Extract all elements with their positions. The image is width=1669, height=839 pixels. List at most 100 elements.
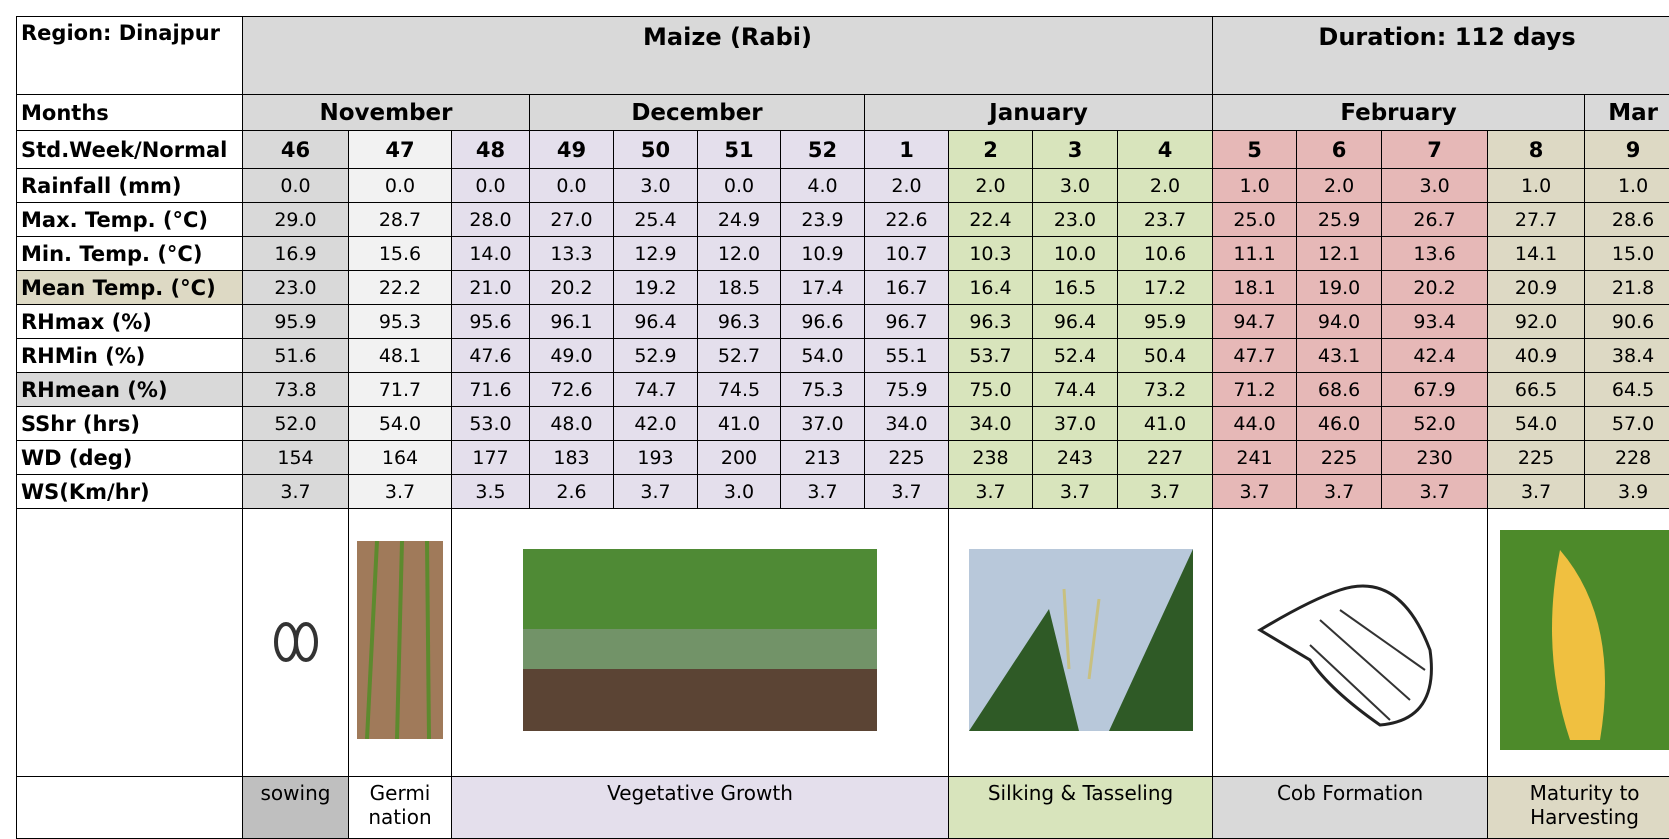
week-header: 46 [243, 131, 349, 169]
data-cell: 29.0 [243, 203, 349, 237]
data-cell: 14.1 [1488, 237, 1585, 271]
data-cell: 16.5 [1033, 271, 1118, 305]
week-header: 3 [1033, 131, 1118, 169]
data-cell: 11.1 [1213, 237, 1297, 271]
data-cell: 64.5 [1585, 373, 1669, 407]
data-cell: 20.9 [1488, 271, 1585, 305]
data-cell: 213 [781, 441, 865, 475]
data-cell: 3.0 [1033, 169, 1118, 203]
data-cell: 52.7 [698, 339, 781, 373]
data-cell: 42.4 [1382, 339, 1488, 373]
data-cell: 96.1 [530, 305, 614, 339]
data-cell: 41.0 [1118, 407, 1213, 441]
data-cell: 1.0 [1213, 169, 1297, 203]
data-cell: 227 [1118, 441, 1213, 475]
stage-image [349, 509, 452, 777]
data-cell: 42.0 [614, 407, 698, 441]
data-cell: 0.0 [349, 169, 452, 203]
data-cell: 54.0 [349, 407, 452, 441]
duration-cell: Duration: 112 days [1213, 17, 1669, 95]
stage-illustration [969, 549, 1193, 731]
data-cell: 22.2 [349, 271, 452, 305]
data-cell: 10.9 [781, 237, 865, 271]
data-cell: 22.4 [949, 203, 1033, 237]
data-cell: 230 [1382, 441, 1488, 475]
data-cell: 228 [1585, 441, 1669, 475]
week-header: 9 [1585, 131, 1669, 169]
data-cell: 52.0 [243, 407, 349, 441]
stage-image [452, 509, 949, 777]
data-cell: 12.1 [1297, 237, 1382, 271]
data-cell: 3.7 [1213, 475, 1297, 509]
data-cell: 20.2 [1382, 271, 1488, 305]
data-cell: 154 [243, 441, 349, 475]
data-cell: 44.0 [1213, 407, 1297, 441]
week-header: 5 [1213, 131, 1297, 169]
data-cell: 24.9 [698, 203, 781, 237]
data-cell: 73.2 [1118, 373, 1213, 407]
data-cell: 28.7 [349, 203, 452, 237]
data-cell: 13.6 [1382, 237, 1488, 271]
week-header: 4 [1118, 131, 1213, 169]
data-cell: 15.6 [349, 237, 452, 271]
data-cell: 23.9 [781, 203, 865, 237]
data-cell: 74.5 [698, 373, 781, 407]
row-label: WS(Km/hr) [17, 475, 243, 509]
data-cell: 2.0 [865, 169, 949, 203]
stage-illustration [266, 610, 326, 670]
data-cell: 34.0 [865, 407, 949, 441]
data-cell: 66.5 [1488, 373, 1585, 407]
data-cell: 46.0 [1297, 407, 1382, 441]
data-cell: 0.0 [698, 169, 781, 203]
data-cell: 28.0 [452, 203, 530, 237]
stage-label: sowing [243, 777, 349, 839]
data-cell: 21.0 [452, 271, 530, 305]
row-label: Rainfall (mm) [17, 169, 243, 203]
data-cell: 193 [614, 441, 698, 475]
data-cell: 17.2 [1118, 271, 1213, 305]
table-row [17, 509, 1669, 777]
data-cell: 47.6 [452, 339, 530, 373]
week-header: 52 [781, 131, 865, 169]
data-cell: 3.7 [781, 475, 865, 509]
data-cell: 10.6 [1118, 237, 1213, 271]
data-cell: 38.4 [1585, 339, 1669, 373]
data-cell: 238 [949, 441, 1033, 475]
data-cell: 15.0 [1585, 237, 1669, 271]
data-cell: 96.7 [865, 305, 949, 339]
data-cell: 225 [865, 441, 949, 475]
data-cell: 96.6 [781, 305, 865, 339]
data-cell: 3.0 [1382, 169, 1488, 203]
week-header: 1 [865, 131, 949, 169]
data-cell: 95.6 [452, 305, 530, 339]
data-cell: 71.2 [1213, 373, 1297, 407]
data-cell: 0.0 [530, 169, 614, 203]
data-cell: 243 [1033, 441, 1118, 475]
data-cell: 68.6 [1297, 373, 1382, 407]
week-header: 7 [1382, 131, 1488, 169]
data-cell: 14.0 [452, 237, 530, 271]
data-cell: 47.7 [1213, 339, 1297, 373]
blank-cell [17, 509, 243, 777]
data-cell: 49.0 [530, 339, 614, 373]
data-cell: 54.0 [1488, 407, 1585, 441]
data-cell: 3.7 [1033, 475, 1118, 509]
data-cell: 37.0 [781, 407, 865, 441]
row-label: Min. Temp. (°C) [17, 237, 243, 271]
data-cell: 27.7 [1488, 203, 1585, 237]
data-cell: 53.7 [949, 339, 1033, 373]
data-cell: 3.7 [614, 475, 698, 509]
data-cell: 52.4 [1033, 339, 1118, 373]
data-cell: 12.9 [614, 237, 698, 271]
data-cell: 43.1 [1297, 339, 1382, 373]
data-cell: 27.0 [530, 203, 614, 237]
data-cell: 96.3 [698, 305, 781, 339]
stage-label: Maturity to Harvesting [1488, 777, 1669, 839]
month-header: Mar [1585, 95, 1669, 131]
